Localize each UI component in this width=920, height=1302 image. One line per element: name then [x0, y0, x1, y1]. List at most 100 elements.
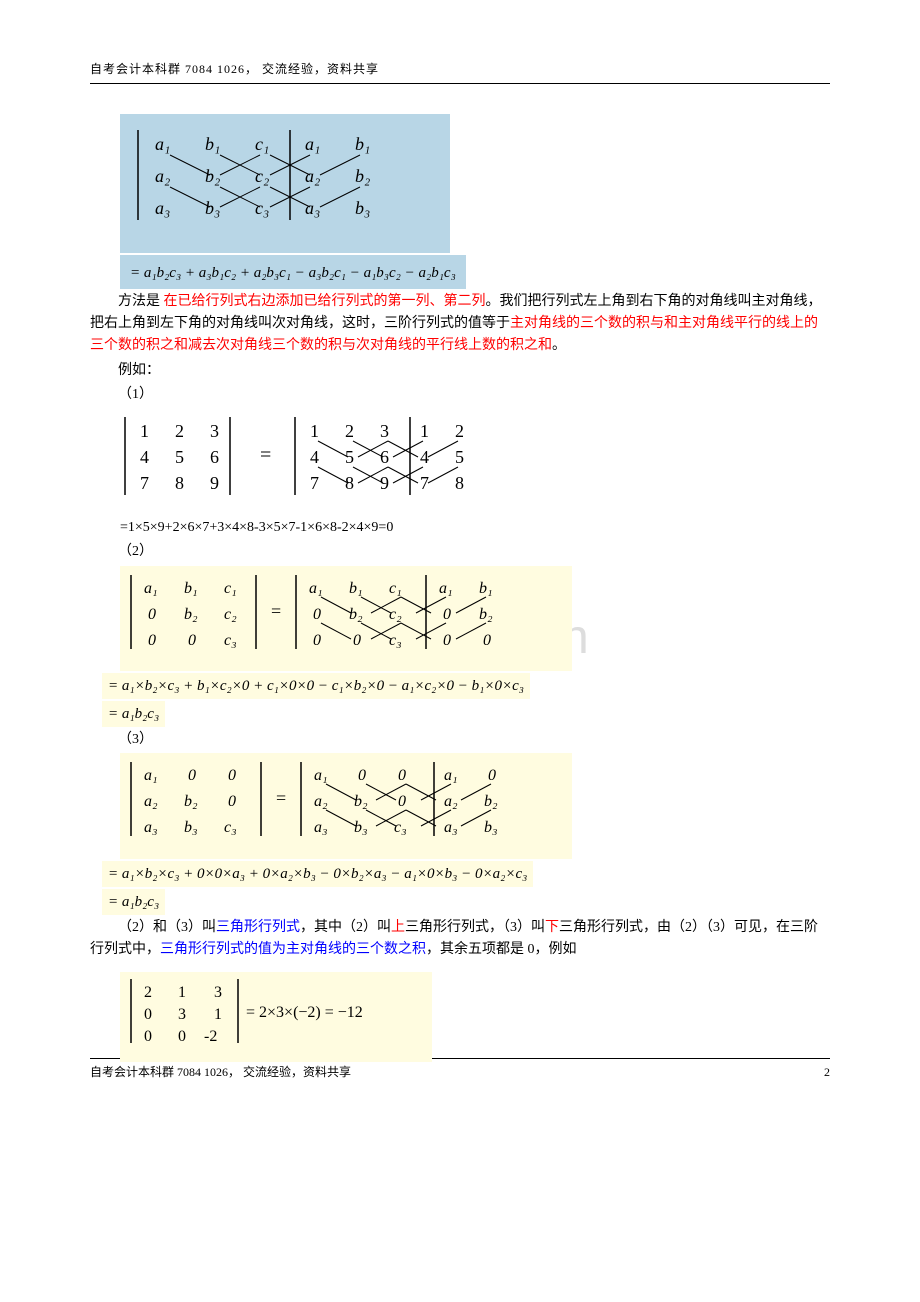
ex2-diagram: a₁b₁c₁ 0b₂c₂ 00c₃ = a₁b₁c₁a₁b₁ 0b₂c₂0b₂ …	[120, 566, 830, 671]
svg-text:=: =	[260, 444, 271, 466]
svg-text:0: 0	[148, 606, 156, 623]
svg-text:c₃: c₃	[394, 819, 407, 836]
svg-text:b₁: b₁	[349, 580, 363, 597]
svg-text:5: 5	[175, 447, 184, 467]
svg-text:c₂: c₂	[255, 166, 269, 186]
svg-text:a₁: a₁	[144, 767, 158, 784]
svg-text:a₁: a₁	[444, 767, 458, 784]
ex3-line2: = a₁b₂c₃	[102, 889, 830, 915]
svg-text:a₂: a₂	[314, 793, 328, 810]
tri-red-1: 上	[391, 920, 405, 935]
svg-text:a₃: a₃	[314, 819, 328, 836]
svg-text:a₁: a₁	[155, 134, 170, 154]
page-number: 2	[824, 1063, 830, 1082]
svg-text:1: 1	[178, 984, 186, 1001]
svg-text:0: 0	[443, 606, 451, 623]
svg-text:1: 1	[420, 421, 429, 441]
svg-text:b₃: b₃	[355, 198, 370, 218]
svg-text:c₃: c₃	[224, 819, 237, 836]
svg-text:5: 5	[345, 447, 354, 467]
svg-text:0: 0	[398, 793, 406, 810]
svg-text:a₂: a₂	[155, 166, 170, 186]
svg-text:-2: -2	[204, 1028, 217, 1045]
ex2-line2: = a₁b₂c₃	[102, 701, 830, 727]
svg-text:c₃: c₃	[255, 198, 269, 218]
svg-text:=: =	[276, 788, 286, 808]
svg-text:b₂: b₂	[355, 166, 370, 186]
svg-text:3: 3	[210, 421, 219, 441]
svg-text:0: 0	[358, 767, 366, 784]
ex3-line1: = a₁×b₂×c₃ + 0×0×a₃ + 0×a₂×b₃ − 0×b₂×a₃ …	[102, 861, 830, 887]
svg-text:0: 0	[313, 632, 321, 649]
svg-text:4: 4	[310, 447, 319, 467]
svg-text:b₂: b₂	[484, 793, 498, 810]
svg-text:9: 9	[210, 473, 219, 493]
svg-text:0: 0	[144, 1006, 152, 1023]
svg-text:0: 0	[483, 632, 491, 649]
svg-text:6: 6	[210, 447, 219, 467]
ex2-label: （2）	[90, 541, 830, 563]
svg-text:a₃: a₃	[144, 819, 158, 836]
svg-text:c₁: c₁	[224, 580, 237, 597]
svg-text:3: 3	[380, 421, 389, 441]
svg-text:2: 2	[144, 984, 152, 1001]
ex1-label: （1）	[90, 384, 830, 406]
svg-text:9: 9	[380, 473, 389, 493]
svg-text:8: 8	[175, 473, 184, 493]
svg-text:b₂: b₂	[349, 606, 363, 623]
svg-text:b₂: b₂	[354, 793, 368, 810]
svg-text:c₁: c₁	[389, 580, 402, 597]
sarrus-svg-1: a₁b₁c₁ a₁b₁ a₂b₂c₂ a₂b₂ a₃b₃c₃ a₃b₃	[130, 120, 440, 240]
svg-text:b₂: b₂	[479, 606, 493, 623]
svg-text:a₁: a₁	[439, 580, 453, 597]
svg-text:b₃: b₃	[184, 819, 198, 836]
svg-text:0: 0	[178, 1028, 186, 1045]
svg-text:0: 0	[398, 767, 406, 784]
svg-text:b₁: b₁	[205, 134, 220, 154]
svg-text:a₃: a₃	[305, 198, 320, 218]
svg-text:b₂: b₂	[184, 606, 198, 623]
svg-text:=: =	[271, 601, 281, 621]
svg-text:0: 0	[488, 767, 496, 784]
svg-text:0: 0	[188, 767, 196, 784]
svg-text:c₃: c₃	[389, 632, 402, 649]
svg-text:b₂: b₂	[205, 166, 220, 186]
ex2-line1: = a₁×b₂×c₃ + b₁×c₂×0 + c₁×0×0 − c₁×b₂×0 …	[102, 673, 830, 699]
ex1-calc: =1×5×9+2×6×7+3×4×8-3×5×7-1×6×8-2×4×9=0	[120, 517, 830, 539]
svg-text:c₂: c₂	[224, 606, 237, 623]
svg-text:a₁: a₁	[144, 580, 158, 597]
svg-text:a₁: a₁	[305, 134, 320, 154]
svg-text:a₂: a₂	[444, 793, 458, 810]
svg-text:0: 0	[148, 632, 156, 649]
svg-text:b₁: b₁	[184, 580, 198, 597]
ex3-label: （3）	[90, 729, 830, 751]
svg-text:0: 0	[144, 1028, 152, 1045]
svg-text:0: 0	[313, 606, 321, 623]
svg-text:0: 0	[228, 767, 236, 784]
method-paragraph: 方法是 在已给行列式右边添加已给行列式的第一列、第二列。我们把行列式左上角到右下…	[90, 291, 830, 358]
svg-text:2: 2	[455, 421, 464, 441]
svg-text:a₃: a₃	[444, 819, 458, 836]
svg-text:1: 1	[140, 421, 149, 441]
svg-text:0: 0	[228, 793, 236, 810]
footer-text: 自考会计本科群 7084 1026， 交流经验，资料共享	[90, 1063, 351, 1082]
svg-text:3: 3	[178, 1006, 186, 1023]
svg-text:c₂: c₂	[389, 606, 402, 623]
svg-text:a₃: a₃	[155, 198, 170, 218]
svg-text:2: 2	[175, 421, 184, 441]
svg-text:b₂: b₂	[184, 793, 198, 810]
svg-text:4: 4	[420, 447, 429, 467]
ex3-diagram: a₁00 a₂b₂0 a₃b₃c₃ = a₁00a₁0 a₂b₂0a₂b₂ a₃…	[120, 753, 830, 858]
svg-text:4: 4	[140, 447, 149, 467]
ex1-diagram: 123 456 789 = 12312 45645 78978	[120, 409, 830, 517]
svg-text:0: 0	[443, 632, 451, 649]
svg-text:1: 1	[214, 1006, 222, 1023]
examples-label: 例如：	[90, 360, 830, 382]
sarrus-expansion-generic: = a₁b₂c₃ + a₃b₁c₂ + a₂b₃c₁ − a₃b₂c₁ − a₁…	[120, 255, 830, 289]
tri-blue-1: 三角形行列式	[216, 920, 300, 935]
svg-text:7: 7	[420, 473, 429, 493]
svg-text:= 2×3×(−2) = −12: = 2×3×(−2) = −12	[246, 1004, 363, 1021]
svg-text:a₁: a₁	[314, 767, 328, 784]
svg-text:6: 6	[380, 447, 389, 467]
svg-text:a₂: a₂	[305, 166, 320, 186]
